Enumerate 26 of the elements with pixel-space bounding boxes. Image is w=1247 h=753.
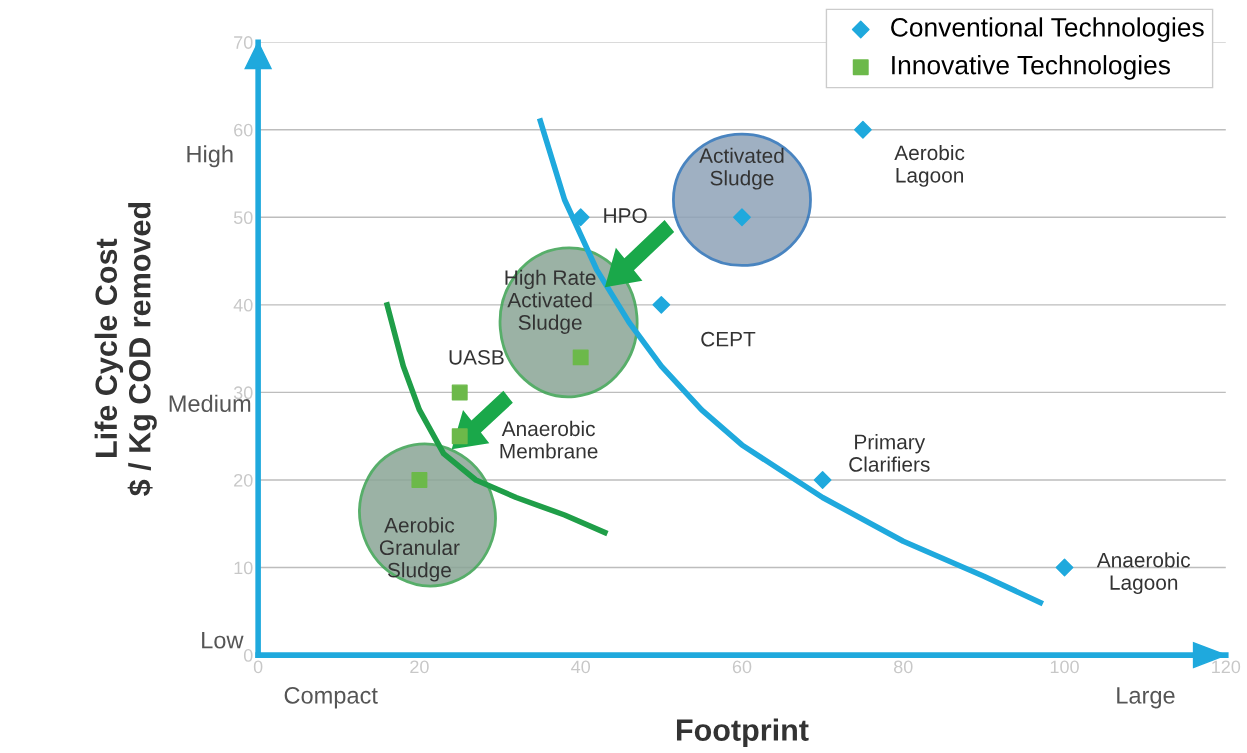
- y-axis-title: Life Cycle Cost $ / Kg COD removed: [94, 202, 157, 496]
- annotation: Anaerobic Membrane: [500, 420, 598, 459]
- legend-label: Innovative Technologies: [892, 55, 1171, 80]
- annotation: CEPT: [701, 331, 756, 347]
- point: [411, 472, 428, 488]
- annotation: Aerobic Granular Sludge: [379, 517, 460, 582]
- point: [451, 428, 468, 445]
- point: [652, 295, 671, 314]
- annotation: Primary Clarifiers: [849, 434, 930, 472]
- annotation: HPO: [604, 208, 647, 223]
- point: [854, 120, 872, 139]
- point: [813, 471, 832, 489]
- point: [733, 208, 751, 227]
- point: [1055, 558, 1074, 577]
- point: [572, 349, 589, 366]
- annotation: Anaerobic Lagoon: [1096, 552, 1191, 595]
- point: [451, 384, 468, 401]
- annotation: Activated Sludge: [699, 147, 784, 190]
- annotation: Aerobic Lagoon: [894, 144, 965, 187]
- legend-label: Conventional Technologies: [891, 17, 1204, 42]
- x-axis-title: Footprint: [676, 718, 809, 747]
- text: High: [187, 145, 233, 168]
- annotation: UASB: [449, 349, 504, 365]
- text: Low: [202, 632, 244, 649]
- text: Large: [1117, 687, 1175, 709]
- text: Compact: [284, 687, 378, 709]
